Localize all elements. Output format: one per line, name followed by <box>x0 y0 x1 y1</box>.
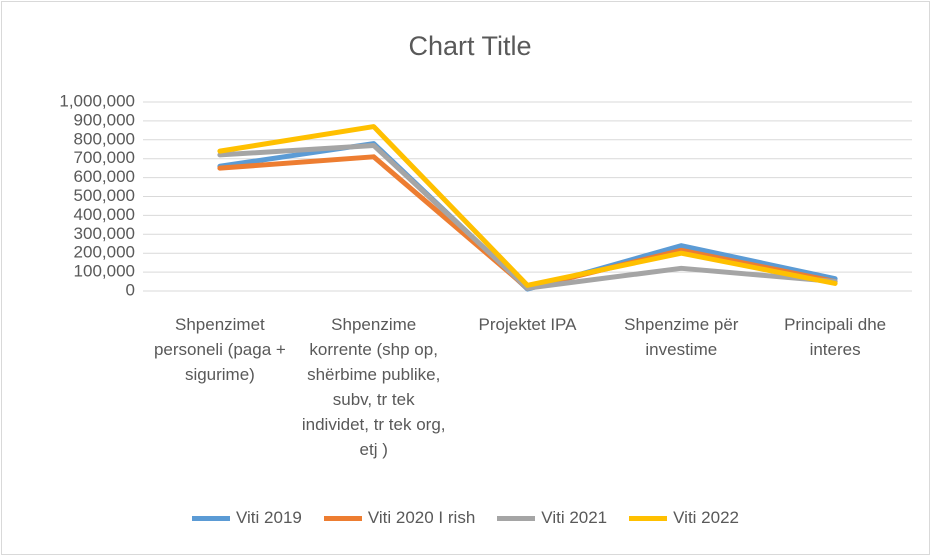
legend-item: Viti 2019 <box>192 508 302 528</box>
data-line <box>217 142 838 291</box>
y-tick-label: 600,000 <box>74 167 135 186</box>
x-tick-label: Shpenzime korrente (shp op, shërbime pub… <box>301 315 446 459</box>
x-tick-label: Principali dhe interes <box>784 315 887 359</box>
y-tick-label: 200,000 <box>74 243 135 262</box>
x-tick-label: Shpenzime për investime <box>624 315 739 359</box>
legend-label: Viti 2021 <box>541 508 608 527</box>
chart-title: Chart Title <box>408 31 531 61</box>
legend-swatch <box>192 515 230 521</box>
legend-label: Viti 2022 <box>673 508 739 527</box>
y-tick-label: 700,000 <box>74 148 135 167</box>
data-line <box>217 124 838 288</box>
legend-label: Viti 2020 I rish <box>367 508 476 527</box>
legend-item: Viti 2022 <box>629 508 739 528</box>
legend-swatch <box>497 515 536 521</box>
x-tick-label: Shpenzimet personeli (paga + sigurime) <box>153 315 286 384</box>
y-tick-label: 1,000,000 <box>59 91 135 110</box>
y-tick-label: 100,000 <box>74 262 135 281</box>
y-tick-label: 400,000 <box>74 205 135 224</box>
legend-item: Viti 2021 <box>497 508 607 528</box>
legend-swatch <box>629 515 668 521</box>
y-tick-label: 0 <box>126 280 135 299</box>
legend-item: Viti 2020 I rish <box>323 508 476 528</box>
legend: Viti 2019 Viti 2020 I rish Viti 2021 Viti 2… <box>0 508 931 528</box>
y-tick-label: 300,000 <box>74 224 135 243</box>
y-tick-label: 900,000 <box>74 110 135 129</box>
legend-label: Viti 2019 <box>236 508 302 527</box>
legend-swatch <box>323 515 362 521</box>
y-tick-label: 500,000 <box>74 186 135 205</box>
y-tick-label: 800,000 <box>74 129 135 148</box>
x-tick-label: Projektet IPA <box>478 315 577 334</box>
